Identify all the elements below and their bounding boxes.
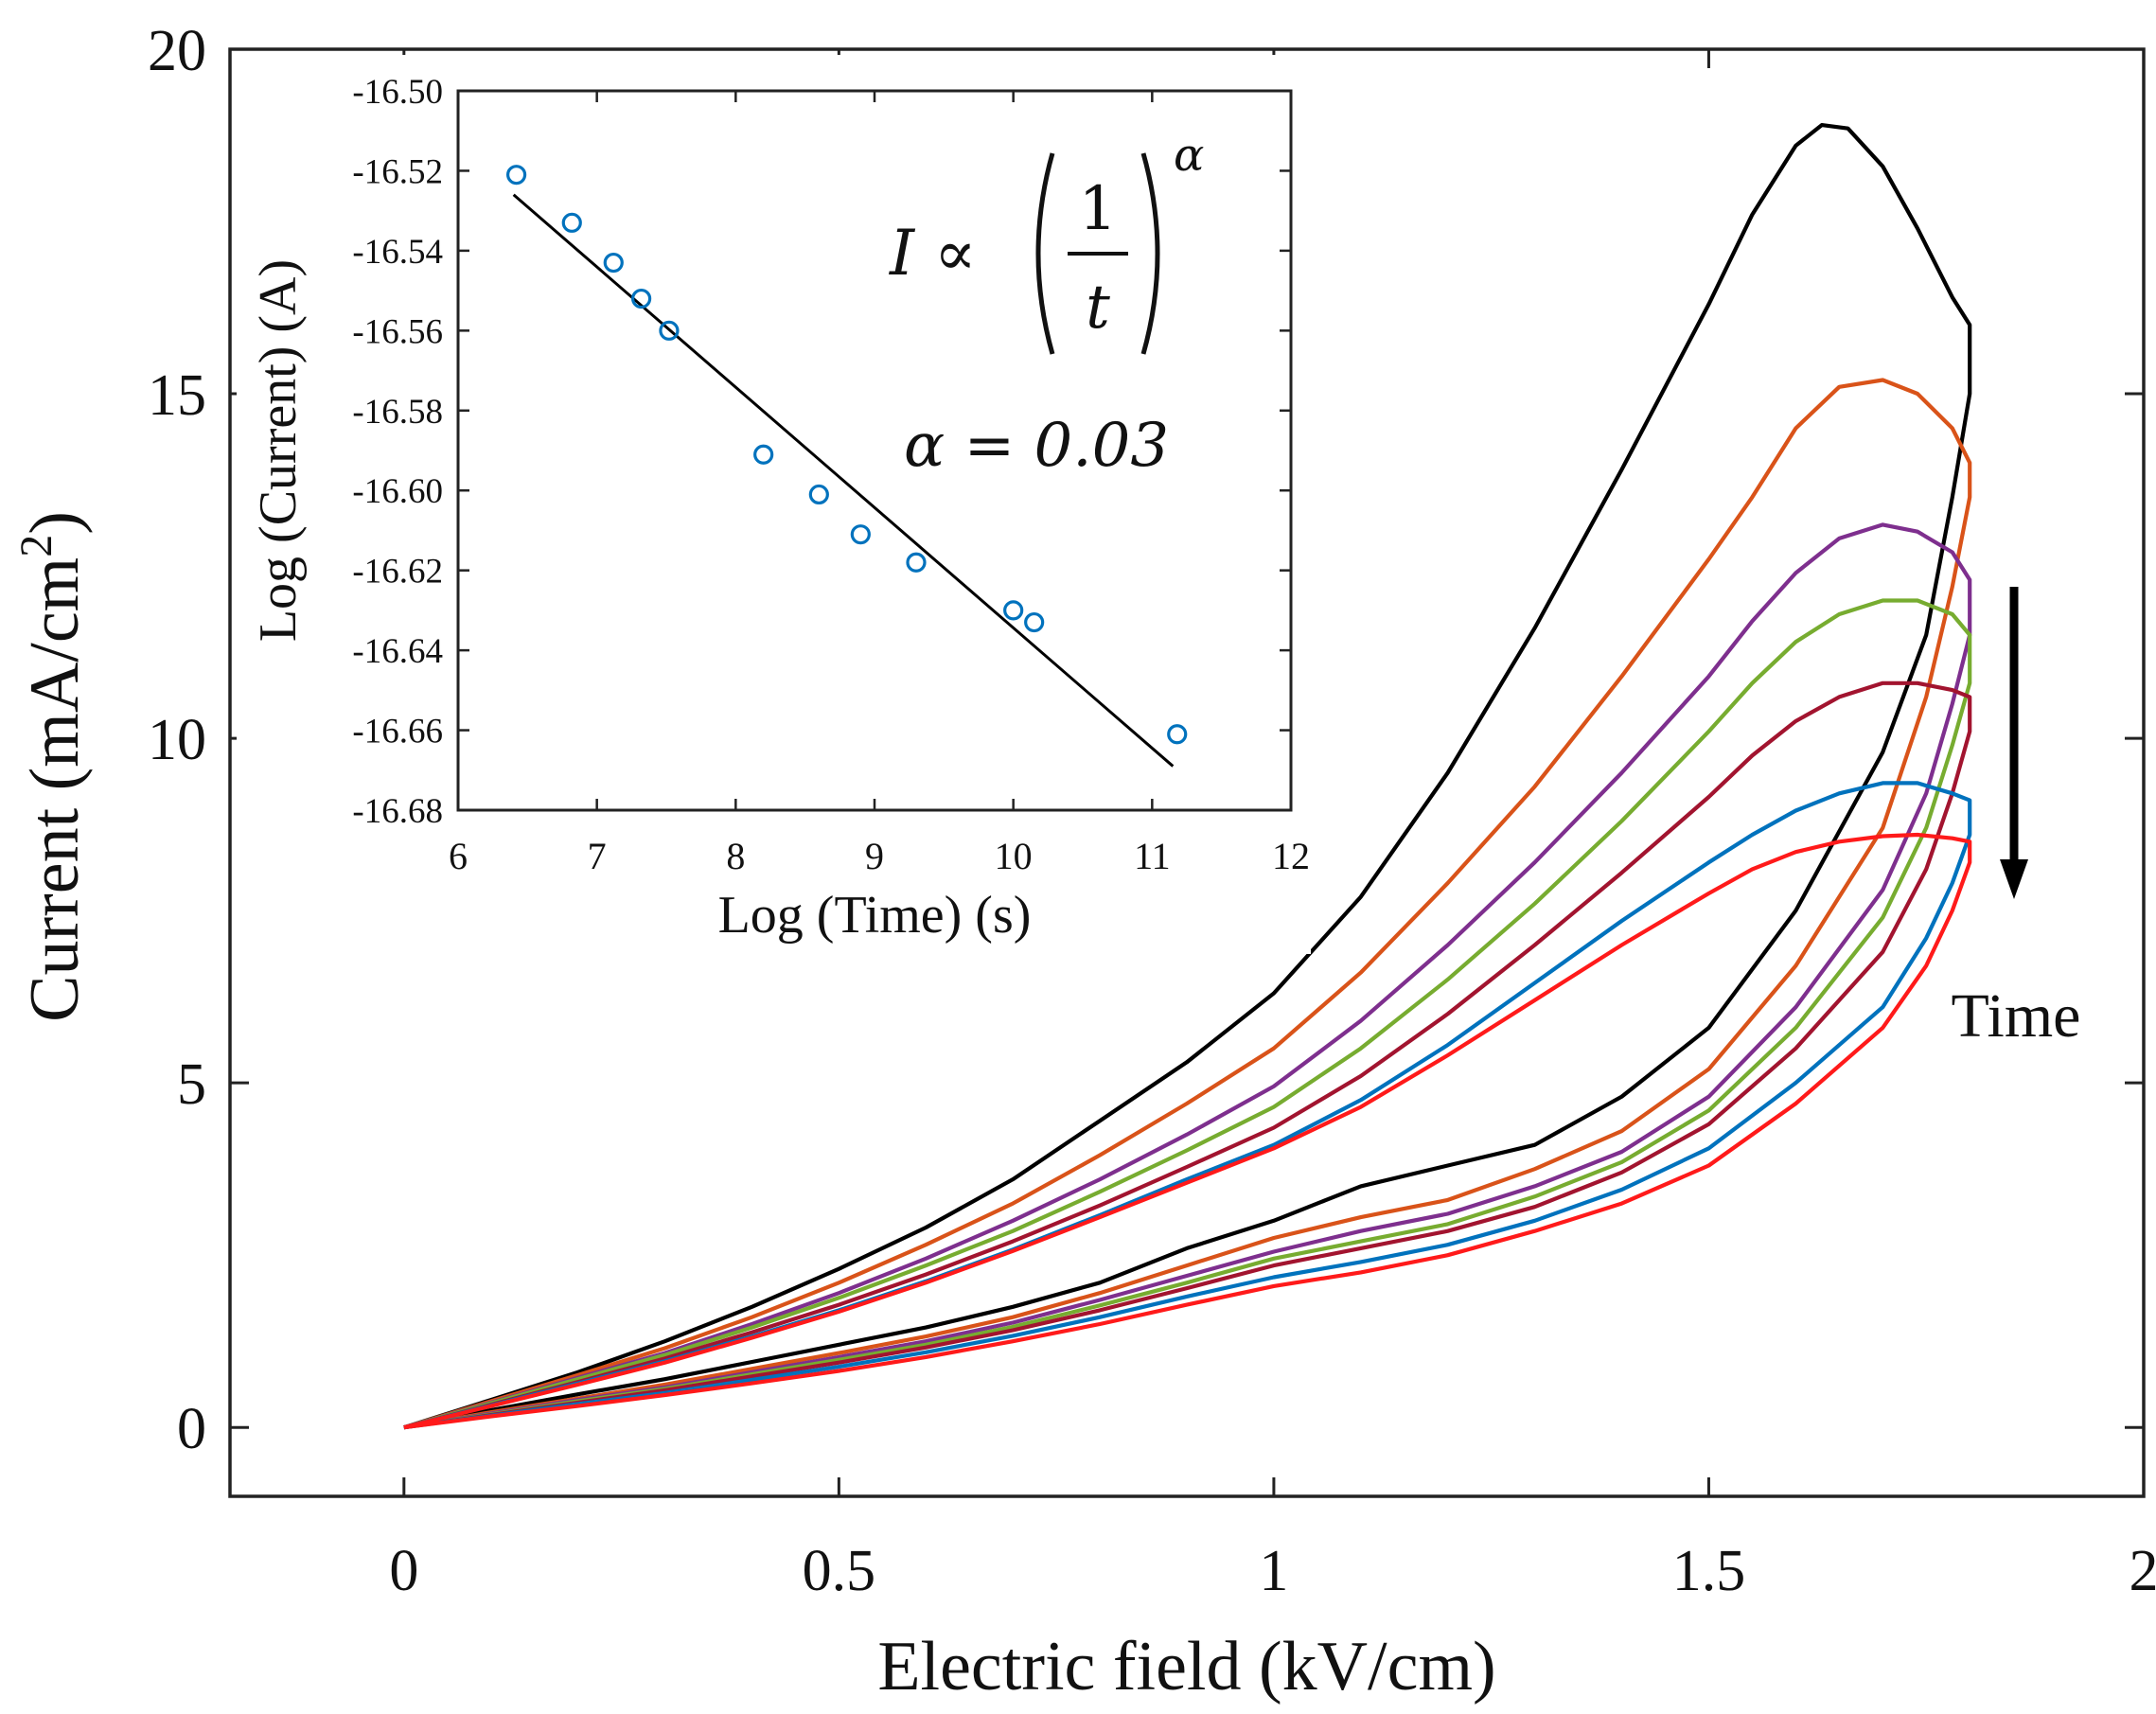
data-point [850,524,871,545]
inset-background [237,55,1311,954]
inset-ylabel: Log (Current) (A) [249,259,308,642]
inset-y-tick-label: -16.58 [352,393,443,432]
data-point [505,165,527,186]
data-point [1024,611,1045,633]
time-annotation: Time [1952,981,2081,1051]
inset-ticks: 6 7 8 9 10 11 12 -16.50 -16.52 -16.54 -16.56 -16.58… [352,73,1310,877]
x-tick-label: 2 [2129,1539,2156,1603]
main-xlabel: Electric field (kV/cm) [877,1628,1495,1705]
equation-exponent: α [1174,129,1204,182]
equation-lhs: I ∝ [889,217,977,290]
inset-y-tick-label: -16.50 [352,73,443,112]
main-curves [403,123,1972,1430]
data-point [659,320,680,341]
inset-x-tick-label: 8 [726,835,745,877]
main-ylabel-end: ) [16,511,94,535]
inset-xlabel: Log (Time) (s) [718,886,1032,945]
series-line-7 [403,832,1972,1430]
inset-y-tick-label: -16.62 [352,553,443,592]
inset-y-tick-label: -16.68 [352,792,443,831]
series-line-3 [403,522,1972,1430]
data-point [561,212,582,233]
data-point [630,288,652,309]
equation-left-paren [1035,152,1055,355]
inset-x-tick-label: 9 [865,835,884,877]
equation-right-paren [1140,152,1160,355]
equation-numerator: 1 [1079,174,1118,244]
inset-fit-line [512,193,1175,768]
y-tick-label: 0 [177,1397,206,1461]
series-line-2 [403,378,1972,1430]
inset-x-tick-label: 10 [995,835,1033,877]
inset-y-tick-label: -16.52 [352,152,443,191]
y-tick-label: 10 [148,708,206,772]
x-tick-label: 0.5 [803,1539,876,1603]
inset-points [505,165,1188,745]
inset-x-tick-label: 12 [1272,835,1310,877]
inset-y-tick-label: -16.64 [352,632,443,671]
series-line-5 [403,680,1972,1430]
inset-chart: 6 7 8 9 10 11 12 -16.50 -16.52 -16.54 -16.56 -16.58… [237,55,1311,954]
inset-y-tick-label: -16.54 [352,233,443,272]
x-tick-label: 1 [1259,1539,1288,1603]
power-law-equation: I ∝ 1 t α α = 0.03 [889,129,1204,481]
main-ylabel-main: Current (mA/cm [16,557,94,1022]
inset-x-tick-label: 11 [1134,835,1171,877]
inset-x-tick-label: 7 [588,835,607,877]
data-point [603,252,624,274]
time-arrow-head [2000,859,2028,899]
data-point [906,552,927,573]
series-line-4 [403,598,1972,1430]
equation-denominator: t [1086,273,1110,343]
inset-y-tick-label: -16.60 [352,472,443,511]
equation-parameter: α = 0.03 [904,411,1169,481]
inset-y-tick-label: -16.66 [352,713,443,751]
data-point [808,484,829,505]
inset-x-tick-label: 6 [449,835,468,877]
y-tick-label: 20 [148,19,206,83]
main-plot-frame [228,47,2146,1498]
main-ylabel-sup: 2 [11,535,62,557]
inset-y-tick-label: -16.56 [352,312,443,351]
x-tick-label: 0 [389,1539,418,1603]
y-tick-label: 15 [148,363,206,428]
data-point [753,444,774,465]
data-point [1167,724,1188,745]
data-point [1003,600,1024,621]
x-tick-label: 1.5 [1672,1539,1746,1603]
series-line-1 [403,123,1972,1430]
main-ylabel: Current (mA/cm2) [11,511,94,1022]
fit-line [512,193,1175,768]
y-tick-label: 5 [177,1052,206,1117]
